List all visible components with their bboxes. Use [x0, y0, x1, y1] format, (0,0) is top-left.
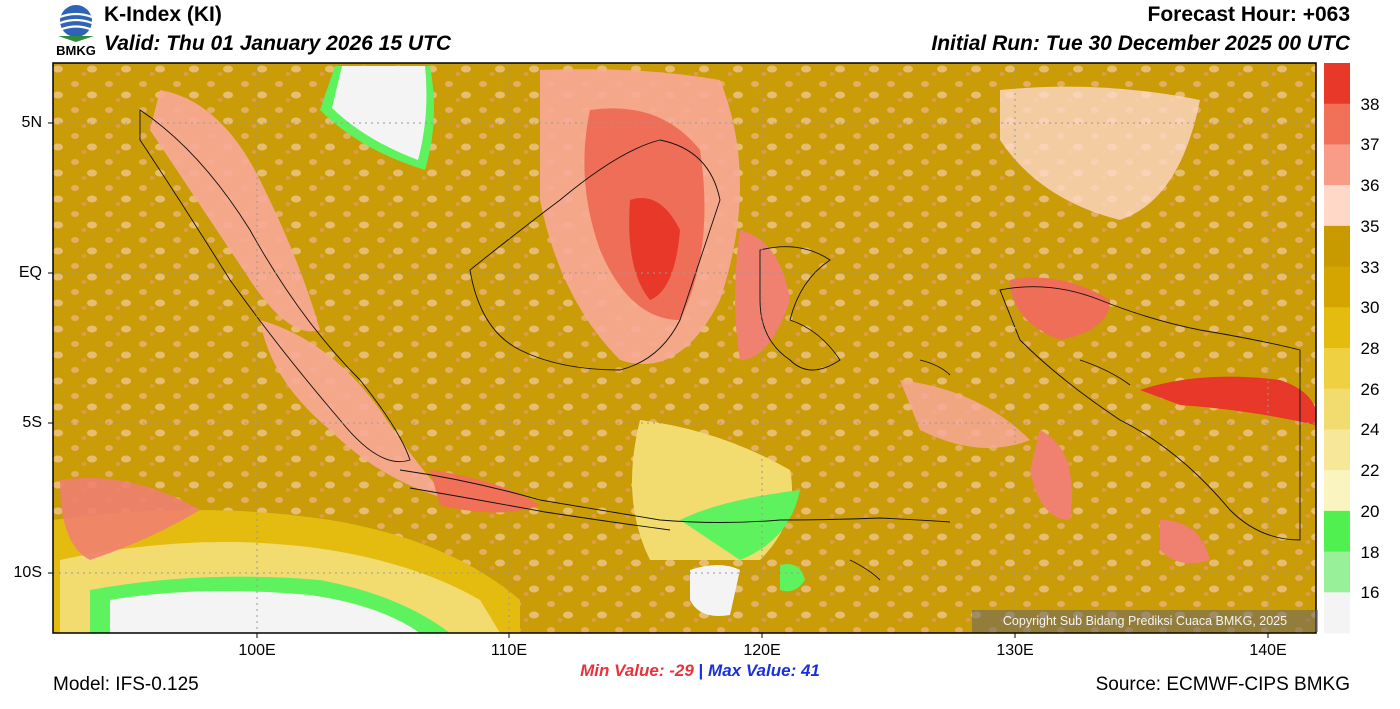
colorbar-swatch: [1324, 470, 1350, 512]
valid-time: Valid: Thu 01 January 2026 15 UTC: [104, 32, 452, 55]
colorbar-label: 26: [1360, 379, 1380, 399]
colorbar-swatch: [1324, 103, 1350, 145]
forecast-hour: Forecast Hour: +063: [1147, 3, 1351, 26]
colorbar-swatch: [1324, 266, 1350, 308]
lon-label-140e: 140E: [1249, 642, 1287, 659]
source-label: Source: ECMWF-CIPS BMKG: [1095, 674, 1350, 695]
logo-text: BMKG: [56, 43, 96, 58]
colorbar-label: 28: [1360, 339, 1380, 358]
bmkg-logo: [58, 5, 94, 42]
chart-title: K-Index (KI): [104, 3, 222, 26]
colorbar-label: 22: [1360, 461, 1380, 481]
lat-label-10s: 10S: [13, 564, 42, 581]
coastlines: [139, 109, 1301, 581]
map-frame: [52, 62, 1317, 634]
colorbar-swatch: [1324, 388, 1350, 430]
colorbar-label: 18: [1360, 542, 1380, 562]
colorbar-label: 24: [1360, 420, 1380, 440]
colorbar-swatch: [1324, 551, 1350, 593]
colorbar-swatch: [1324, 144, 1350, 186]
min-value: Min Value: -29: [580, 661, 694, 680]
colorbar-label: 33: [1360, 257, 1380, 277]
initial-run: Initial Run: Tue 30 December 2025 00 UTC: [931, 32, 1350, 55]
max-value: Max Value: 41: [708, 661, 820, 680]
lon-label-110e: 110E: [490, 642, 528, 659]
colorbar-swatch: [1324, 510, 1350, 553]
lat-label-5n: 5N: [21, 114, 42, 131]
colorbar-label: 30: [1360, 298, 1380, 318]
colorbar-swatch: [1324, 63, 1350, 105]
colorbar-label: 35: [1360, 216, 1380, 236]
colorbar-label: 38: [1360, 94, 1380, 114]
field-layer: [53, 63, 1316, 633]
colorbar-swatch: [1324, 185, 1350, 227]
colorbar-label: 16: [1360, 583, 1380, 603]
colorbar-swatch: [1324, 348, 1350, 390]
separator: |: [698, 661, 704, 680]
graticule: [53, 63, 1316, 633]
colorbar-swatch: [1324, 225, 1350, 268]
lon-label-130e: 130E: [996, 642, 1034, 659]
colorbar-label: 20: [1360, 501, 1380, 521]
lat-label-5s: 5S: [22, 414, 42, 431]
model-label: Model: IFS-0.125: [53, 674, 199, 695]
colorbar-label: 36: [1360, 176, 1380, 196]
colorbar-swatch: [1324, 429, 1350, 471]
lon-label-120e: 120E: [743, 642, 781, 659]
copyright-notice: Copyright Sub Bidang Prediksi Cuaca BMKG…: [972, 610, 1318, 632]
lon-label-100e: 100E: [238, 642, 276, 659]
colorbar: [1324, 63, 1350, 634]
colorbar-label: 37: [1360, 135, 1380, 155]
min-max-values: Min Value: -29 | Max Value: 41: [0, 661, 1400, 681]
colorbar-swatch: [1324, 307, 1350, 349]
colorbar-swatch: [1324, 592, 1350, 634]
lat-label-eq: EQ: [18, 264, 42, 281]
